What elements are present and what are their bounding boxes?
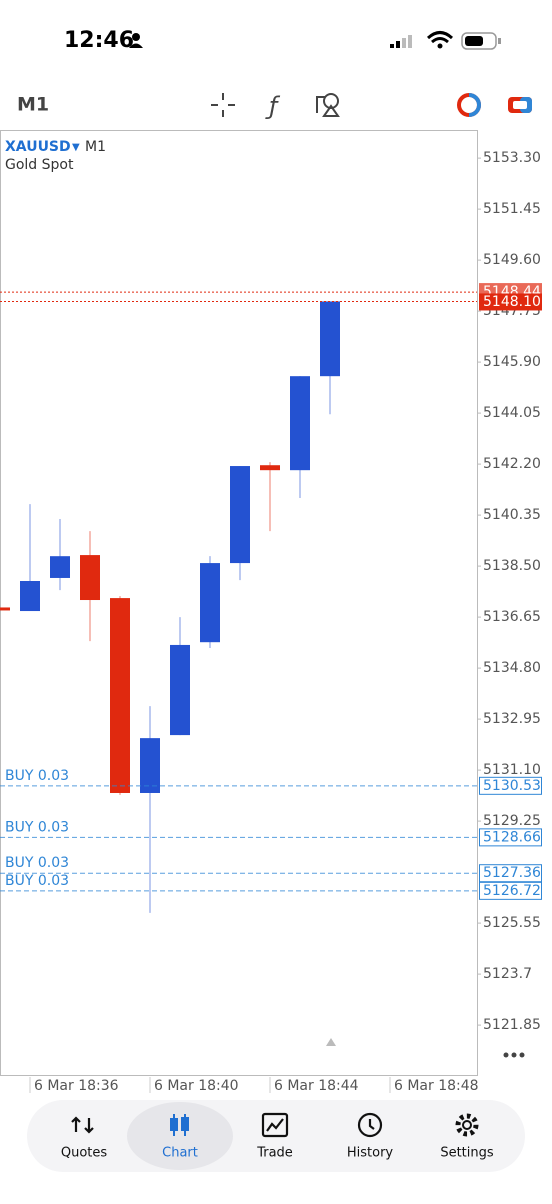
objects-button[interactable] xyxy=(316,93,340,117)
indicators-button[interactable]: ƒ xyxy=(265,92,281,120)
y-tick-label: 5144.05 xyxy=(483,405,541,421)
bid-price-box xyxy=(479,293,542,311)
clock: 12:46 xyxy=(64,28,134,53)
nav-label[interactable]: Settings xyxy=(440,1146,494,1161)
chart-frame xyxy=(0,130,478,1076)
y-tick-label: 5151.45 xyxy=(483,201,541,217)
y-tick-label: 5140.35 xyxy=(483,507,541,523)
position-price-box xyxy=(479,828,542,847)
x-tick-label: 6 Mar 18:40 xyxy=(154,1078,239,1094)
y-tick-label: 5149.60 xyxy=(483,252,541,268)
nav-active-pill xyxy=(127,1102,233,1170)
y-tick-label: 5121.85 xyxy=(483,1017,541,1033)
bid-price: 5148.10 xyxy=(483,294,541,310)
candle-body xyxy=(260,465,280,471)
position-price: 5127.36 xyxy=(483,865,541,881)
x-tick-label: 6 Mar 18:48 xyxy=(394,1078,479,1094)
position-label: BUY 0.03 xyxy=(5,855,69,871)
y-tick-label: 5131.10 xyxy=(483,762,541,778)
candle-body xyxy=(230,466,250,564)
candle-body xyxy=(80,555,100,601)
position-label: BUY 0.03 xyxy=(5,873,69,889)
nav-item[interactable]: Chart xyxy=(162,1114,198,1161)
y-tick-label: 5125.55 xyxy=(483,915,541,931)
candle-body xyxy=(290,376,310,471)
position-price: 5128.66 xyxy=(483,829,541,845)
y-tick-label: 5136.65 xyxy=(483,609,541,625)
y-tick-label: 5132.95 xyxy=(483,711,541,727)
timeframe-button[interactable]: M1 xyxy=(17,94,49,116)
nav-label[interactable]: Chart xyxy=(162,1146,198,1161)
y-tick-label: 5153.30 xyxy=(483,150,541,166)
candle-body xyxy=(50,556,70,578)
y-tick-label: 5129.25 xyxy=(483,813,541,829)
candle-body xyxy=(0,607,10,611)
nav-label[interactable]: Trade xyxy=(256,1146,293,1161)
y-tick-label: 5123.7 xyxy=(483,966,532,982)
nav-item[interactable]: Quotes xyxy=(61,1116,108,1161)
position-price-box xyxy=(479,864,542,883)
candle-body xyxy=(320,301,340,377)
position-price-box xyxy=(479,881,542,900)
plot-area xyxy=(0,301,340,913)
nav-items: Quotes Chart Trade History Settings xyxy=(61,1102,494,1170)
x-tick-label: 6 Mar 18:44 xyxy=(274,1078,359,1094)
trade-button[interactable] xyxy=(508,97,532,113)
nav-label[interactable]: Quotes xyxy=(61,1146,108,1161)
symbol[interactable]: XAUUSD xyxy=(5,139,71,155)
candle-body xyxy=(200,563,220,643)
nav-label[interactable]: History xyxy=(347,1146,394,1161)
nav-item[interactable]: Trade xyxy=(256,1112,293,1161)
position-price: 5126.72 xyxy=(483,883,541,899)
position-price: 5130.53 xyxy=(483,778,541,794)
x-tick-label: 6 Mar 18:36 xyxy=(34,1078,119,1094)
nav-item[interactable]: Settings xyxy=(440,1113,494,1161)
position-price-box xyxy=(479,776,542,795)
y-tick-label: 5138.50 xyxy=(483,558,541,574)
y-tick-label: 5134.80 xyxy=(483,660,541,676)
y-tick-label: 5142.20 xyxy=(483,456,541,472)
nav-item[interactable]: History xyxy=(347,1112,394,1161)
candle-body xyxy=(110,598,130,793)
symbol-description: Gold Spot xyxy=(5,157,74,173)
more-button[interactable] xyxy=(503,1052,525,1058)
candle-body xyxy=(170,644,190,736)
symbol-dropdown[interactable]: ▼ xyxy=(72,142,80,153)
scroll-marker xyxy=(326,1038,336,1046)
one-click-button[interactable] xyxy=(457,93,481,117)
status-icons xyxy=(129,31,501,50)
candle-body xyxy=(140,738,160,793)
crosshair-button[interactable] xyxy=(211,93,235,117)
y-tick-label: 5145.90 xyxy=(483,354,541,370)
chart-timeframe: M1 xyxy=(85,139,106,155)
position-label: BUY 0.03 xyxy=(5,819,69,835)
position-label: BUY 0.03 xyxy=(5,768,69,784)
candle-body xyxy=(20,580,40,612)
